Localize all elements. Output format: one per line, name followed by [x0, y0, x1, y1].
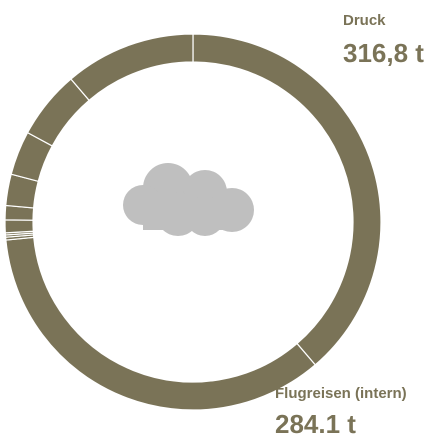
- donut-segment: [4, 219, 34, 234]
- donut-segment: [5, 236, 317, 411]
- cloud-icon: [123, 163, 254, 236]
- value-label: 284.1 t: [275, 409, 356, 436]
- donut-segment: [70, 33, 194, 102]
- category-label: Druck: [343, 12, 386, 29]
- value-label: 316,8 t: [343, 38, 424, 68]
- category-label: Flugreisen (intern): [275, 385, 407, 402]
